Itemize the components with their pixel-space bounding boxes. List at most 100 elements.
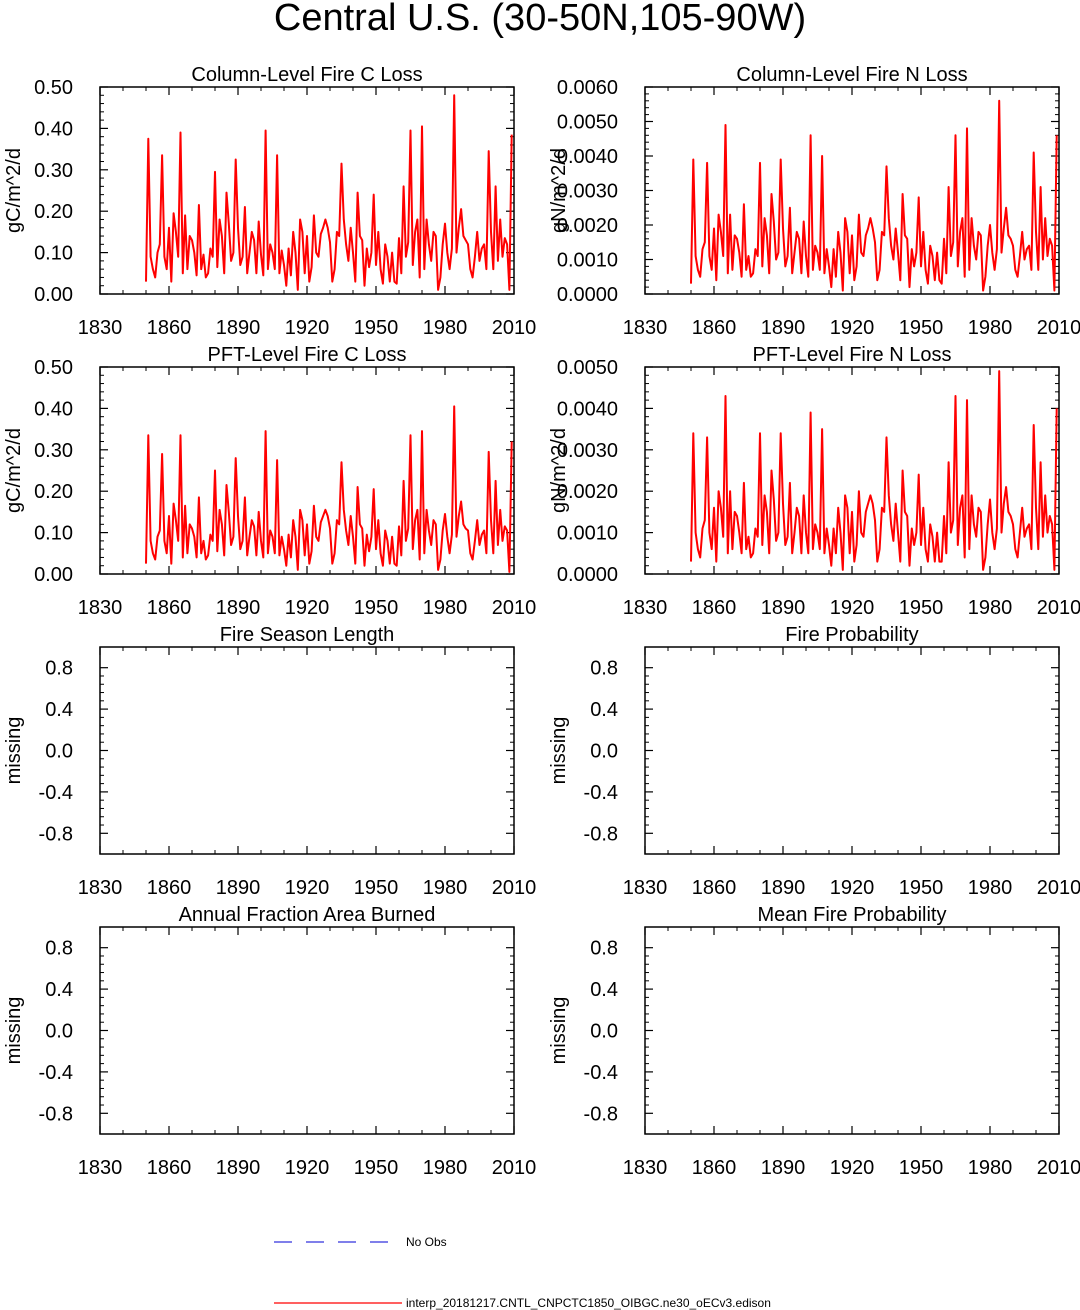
y-axis-label: gN/m^2/d [548,428,570,513]
panel-title: Column-Level Fire C Loss [191,64,422,86]
plot-frame [99,646,515,855]
x-tick-label: 1860 [692,317,737,339]
y-axis-label: gN/m^2/d [548,148,570,233]
panel-fire-season-length: Fire Season Length 1830 1860 1890 1920 1950 19… [3,624,536,899]
x-tick-label: 2010 [492,317,537,339]
y-tick-label: 0.8 [590,658,618,680]
x-tick-label: 1830 [623,317,668,339]
x-tick-label: 1950 [354,877,399,899]
y-tick-label: 0.20 [34,201,73,223]
panel-annual-fraction-area-burned: Annual Fraction Area Burned 1830 1860 1890 1… [3,904,536,1179]
x-tick-label: 1980 [423,877,468,899]
x-tick-label: 2010 [1037,877,1080,899]
y-axis-label: gC/m^2/d [3,428,25,513]
y-axis-label: missing [548,997,570,1065]
y-tick-label: 0.0050 [557,112,618,134]
y-axis-label: missing [3,997,25,1065]
y-tick-label: 0.10 [34,243,73,265]
panels: Column-Level Fire C Loss 1830 1860 1890 1920… [3,64,1080,1179]
panel-column-fire-n-loss: Column-Level Fire N Loss 1830 1860 1890 1920… [548,64,1080,339]
y-tick-label: 0.50 [34,77,73,99]
y-tick-label: -0.4 [584,782,618,804]
plot-frame [644,646,1060,855]
panel-title: Fire Season Length [220,624,395,646]
y-tick-label: -0.4 [39,782,73,804]
figure-title: Central U.S. (30-50N,105-90W) [274,0,806,39]
x-tick-label: 1920 [830,597,875,619]
x-tick-label: 1920 [830,877,875,899]
x-tick-label: 1890 [761,877,806,899]
x-tick-label: 2010 [492,1157,537,1179]
x-tick-label: 1920 [830,1157,875,1179]
plot-frame [99,926,515,1135]
x-tick-label: 1890 [761,1157,806,1179]
y-tick-label: 0.30 [34,440,73,462]
plot-frame [644,926,1060,1135]
y-tick-label: 0.0 [590,1021,618,1043]
x-tick-label: 2010 [492,877,537,899]
y-tick-label: 0.8 [590,938,618,960]
y-tick-label: 0.10 [34,523,73,545]
y-axis-label: gC/m^2/d [3,148,25,233]
x-tick-label: 1980 [423,1157,468,1179]
panel-fire-probability: Fire Probability 1830 1860 1890 1920 1950 1980… [548,624,1080,899]
x-tick-label: 1920 [285,597,330,619]
y-tick-label: 0.4 [590,979,618,1001]
x-tick-label: 1920 [285,317,330,339]
x-tick-label: 1860 [147,317,192,339]
y-tick-label: 0.0020 [557,481,618,503]
x-tick-label: 1950 [354,1157,399,1179]
y-tick-label: 0.20 [34,481,73,503]
x-tick-label: 1980 [968,877,1013,899]
x-tick-label: 1890 [216,1157,261,1179]
x-tick-label: 1830 [623,1157,668,1179]
y-axis-label: missing [3,717,25,785]
y-tick-label: 0.0 [45,741,73,763]
x-tick-label: 1890 [761,317,806,339]
x-tick-label: 1890 [216,317,261,339]
panel-column-fire-c-loss: Column-Level Fire C Loss 1830 1860 1890 1920… [3,64,536,339]
y-tick-label: -0.8 [39,823,73,845]
x-tick-label: 2010 [1037,1157,1080,1179]
y-tick-label: 0.0050 [557,357,618,379]
y-axis-label: missing [548,717,570,785]
x-tick-label: 1890 [216,877,261,899]
x-tick-label: 1830 [78,317,123,339]
y-tick-label: -0.8 [584,823,618,845]
x-tick-label: 1950 [899,877,944,899]
x-tick-label: 1860 [692,877,737,899]
panel-pft-fire-c-loss: PFT-Level Fire C Loss 1830 1860 1890 1920 195… [3,344,536,619]
panel-title: Fire Probability [785,624,918,646]
x-tick-label: 1890 [216,597,261,619]
y-tick-label: 0.0020 [557,215,618,237]
y-tick-label: 0.8 [45,938,73,960]
y-tick-label: 0.0010 [557,523,618,545]
panel-title: Annual Fraction Area Burned [179,904,436,926]
panel-title: PFT-Level Fire C Loss [208,344,407,366]
x-tick-label: 1830 [78,597,123,619]
y-tick-label: 0.50 [34,357,73,379]
x-tick-label: 1950 [899,1157,944,1179]
x-tick-label: 1980 [423,597,468,619]
y-tick-label: 0.0060 [557,77,618,99]
y-tick-label: 0.40 [34,118,73,140]
x-tick-label: 1920 [285,1157,330,1179]
y-tick-label: 0.0000 [557,284,618,306]
series-line [145,94,513,291]
y-tick-label: 0.4 [45,699,73,721]
y-tick-label: -0.8 [584,1103,618,1125]
y-tick-label: 0.30 [34,160,73,182]
x-tick-label: 1890 [761,597,806,619]
x-tick-label: 1920 [285,877,330,899]
y-tick-label: 0.0000 [557,564,618,586]
panel-title: Mean Fire Probability [758,904,947,926]
y-tick-label: 0.00 [34,564,73,586]
y-tick-label: 0.0040 [557,146,618,168]
y-tick-label: -0.4 [584,1062,618,1084]
y-tick-label: 0.0010 [557,250,618,272]
panel-title: Column-Level Fire N Loss [736,64,967,86]
x-tick-label: 1950 [354,597,399,619]
panel-title: PFT-Level Fire N Loss [753,344,952,366]
x-tick-label: 1980 [968,1157,1013,1179]
x-tick-label: 1830 [78,1157,123,1179]
